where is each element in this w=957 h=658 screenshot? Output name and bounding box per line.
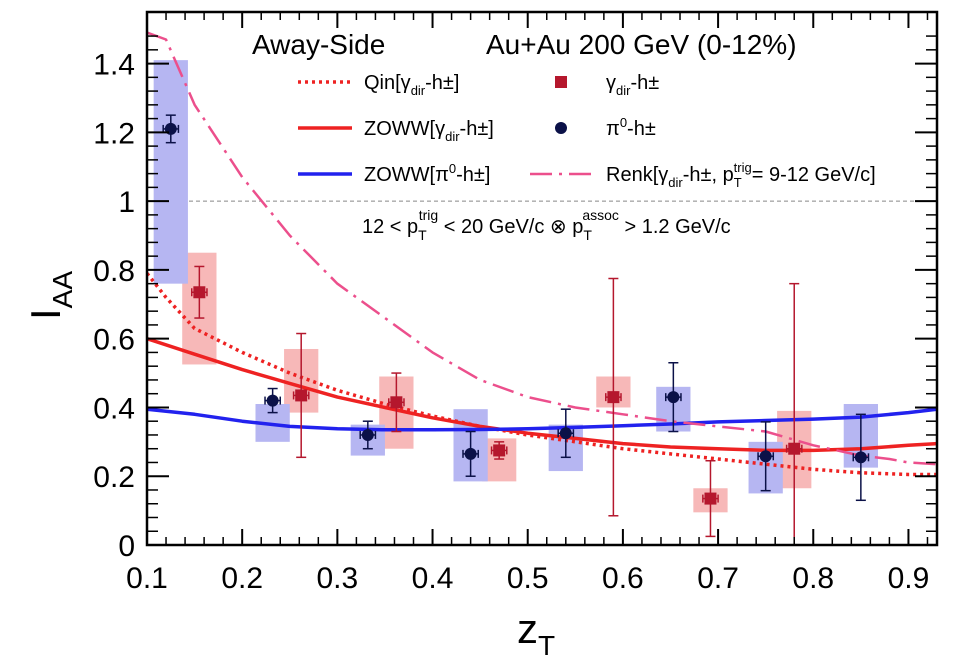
pi0-marker [759, 450, 772, 463]
legend: Qin[γdir-h±] γdir-h± ZOWW[γdir-h±] π0-h± ZOW… [298, 72, 876, 190]
x-tick-label: 0.7 [697, 562, 739, 595]
gamma-marker [193, 286, 206, 299]
legend-gamma-label: γdir-h± [606, 72, 659, 98]
data-points-layer [162, 114, 870, 545]
legend-qin-label: Qin[γdir-h±] [364, 72, 459, 98]
y-tick-label: 0.2 [93, 461, 135, 494]
x-tick-label: 0.3 [317, 562, 359, 595]
x-tick-label: 0.5 [507, 562, 549, 595]
gamma-marker [295, 389, 308, 402]
pi0-marker [361, 428, 374, 441]
legend-zoww_gamma-label: ZOWW[γdir-h±] [364, 118, 494, 144]
gamma-marker [493, 444, 506, 457]
x-axis-title: zT [517, 605, 555, 658]
gamma-marker [607, 391, 620, 404]
qin-curve [147, 272, 937, 477]
gamma-marker [788, 442, 801, 455]
legend-renk-label: Renk[γdir-h±, pTtrig= 9-12 GeV/c] [606, 160, 876, 190]
pi0-sys-box [153, 60, 188, 284]
plot-frame [145, 10, 939, 547]
x-tick-label: 0.1 [126, 562, 168, 595]
systematic-boxes-layer [153, 60, 878, 513]
x-tick-label: 0.6 [602, 562, 644, 595]
pi0-marker [464, 447, 477, 460]
y-tick-label: 0 [118, 530, 135, 563]
x-tick-label: 0.9 [888, 562, 930, 595]
y-tick-label: 0.8 [93, 255, 135, 288]
x-tick-label: 0.4 [412, 562, 454, 595]
kinematic-condition: 12 < pTtrig < 20 GeV/c ⊗ pTassoc > 1.2 G… [362, 207, 731, 243]
header-right: Au+Au 200 GeV (0-12%) [486, 29, 797, 60]
gamma-marker [704, 492, 717, 505]
axis-ticks-layer: 0.1 0.2 0.3 0.4 0.5 0.6 0.7 0.8 0.9 0 0.2 0.4 0.6 0.8… [93, 12, 937, 595]
legend-gamma-marker [555, 76, 567, 88]
y-tick-label: 0.4 [93, 392, 135, 425]
y-tick-label: 1 [118, 186, 135, 219]
legend-pi0-marker [555, 122, 567, 134]
y-axis-title: IAA [22, 271, 78, 320]
x-tick-label: 0.8 [792, 562, 834, 595]
zoww_gamma-curve [147, 337, 937, 453]
legend-zoww_pi0-label: ZOWW[π0-h±] [364, 161, 490, 186]
pi0-marker [266, 394, 279, 407]
header-left: Away-Side [252, 29, 385, 60]
y-tick-label: 0.6 [93, 324, 135, 357]
legend-pi0-label: π0-h± [606, 115, 656, 140]
y-tick-label: 1.4 [93, 49, 135, 82]
zoww_pi0-curve [147, 407, 937, 432]
pi0-marker [667, 391, 680, 404]
pi0-marker [854, 451, 867, 464]
plot-frame-layer [145, 10, 939, 547]
x-tick-label: 0.2 [221, 562, 263, 595]
pi0-marker [559, 427, 572, 440]
gamma-marker [390, 396, 403, 409]
y-tick-label: 1.2 [93, 117, 135, 150]
